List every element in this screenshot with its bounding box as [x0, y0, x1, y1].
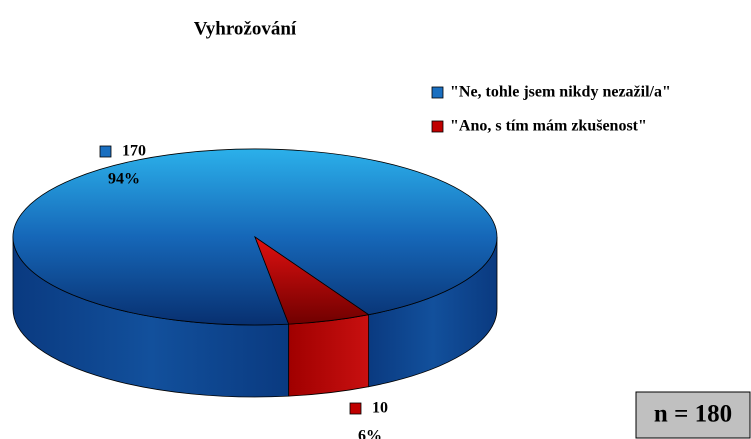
percent-label: 94% — [108, 171, 140, 188]
legend-label: "Ano, s tím mám zkušenost" — [450, 118, 647, 135]
legend-swatch — [431, 86, 444, 99]
legend-label: "Ne, tohle jsem nikdy nezažil/a" — [450, 84, 671, 101]
annotation-box — [635, 391, 751, 439]
slice — [254, 235, 370, 325]
data-label: 170 — [122, 143, 146, 160]
data-label: 10 — [372, 400, 388, 417]
label-swatch — [99, 145, 112, 158]
annotation: n = 180 — [654, 401, 732, 428]
slice-side — [288, 314, 370, 397]
legend-swatch — [431, 120, 444, 133]
chart-title: Vyhrožování — [194, 18, 297, 39]
label-swatch — [349, 402, 362, 415]
percent-label: 6% — [358, 428, 382, 439]
